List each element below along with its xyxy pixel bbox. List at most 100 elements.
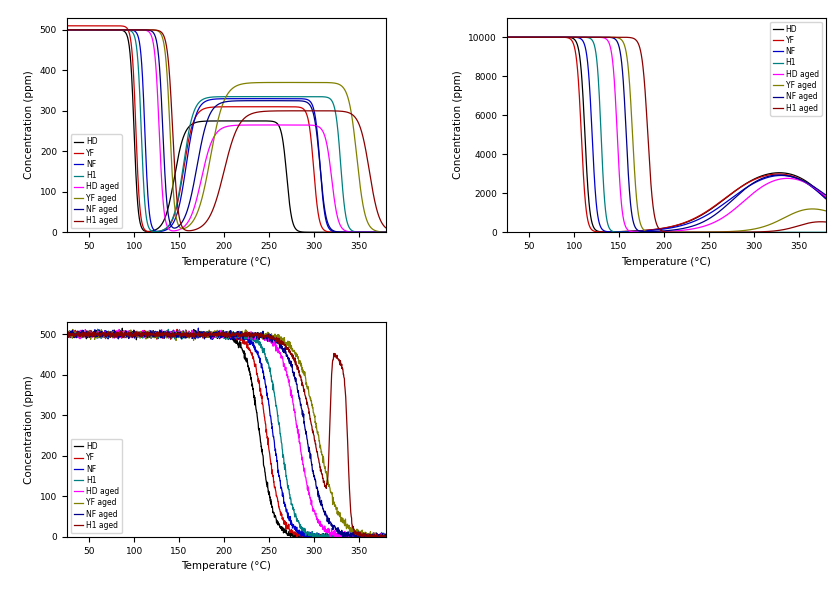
HD aged: [200, 159, 210, 166]
YF: [343, 537, 353, 545]
NF aged: [610, 35, 620, 42]
NF aged: [62, 27, 72, 34]
NF aged: [236, 97, 246, 104]
YF: [380, 533, 390, 540]
NF: [236, 334, 246, 341]
H1 aged: [374, 536, 384, 543]
HD aged: [676, 227, 686, 234]
NF: [200, 98, 210, 105]
H1: [609, 228, 619, 235]
HD: [115, 329, 125, 336]
NF: [607, 228, 617, 235]
YF aged: [585, 34, 595, 41]
H1: [380, 229, 390, 236]
HD aged: [104, 27, 114, 34]
H1: [200, 331, 210, 338]
H1: [236, 333, 246, 340]
NF: [115, 332, 125, 339]
HD: [236, 344, 246, 351]
HD aged: [62, 330, 72, 337]
YF aged: [641, 227, 651, 234]
H1: [544, 34, 554, 41]
HD aged: [634, 228, 644, 235]
NF aged: [236, 333, 246, 340]
YF: [670, 222, 680, 229]
NF: [62, 332, 72, 339]
NF: [562, 34, 572, 41]
NF: [610, 228, 620, 235]
NF aged: [169, 329, 179, 336]
Line: NF: NF: [507, 37, 826, 232]
YF aged: [62, 331, 72, 338]
YF aged: [62, 27, 72, 34]
H1 aged: [183, 227, 193, 234]
Y-axis label: Concentration (ppm): Concentration (ppm): [24, 71, 34, 179]
NF aged: [229, 330, 239, 337]
H1: [62, 27, 72, 34]
NF: [380, 534, 390, 541]
YF: [62, 331, 72, 338]
H1: [103, 27, 113, 34]
H1: [640, 229, 650, 236]
NF aged: [821, 191, 831, 198]
HD aged: [356, 538, 366, 545]
HD aged: [555, 34, 565, 41]
H1 aged: [148, 327, 158, 334]
H1 aged: [135, 27, 145, 34]
H1: [821, 229, 831, 236]
YF aged: [670, 229, 680, 236]
HD aged: [123, 27, 133, 34]
H1: [116, 331, 126, 338]
NF: [641, 227, 651, 234]
HD: [229, 333, 239, 340]
Legend: HD, YF, NF, H1, HD aged, YF aged, NF aged, H1 aged: HD, YF, NF, H1, HD aged, YF aged, NF age…: [71, 135, 122, 228]
X-axis label: Temperature (°C): Temperature (°C): [181, 257, 271, 267]
YF aged: [610, 34, 620, 41]
YF aged: [200, 181, 210, 188]
H1 aged: [169, 160, 179, 167]
YF: [236, 333, 246, 340]
HD: [169, 173, 179, 181]
NF: [821, 195, 831, 202]
HD: [62, 330, 72, 337]
X-axis label: Temperature (°C): Temperature (°C): [181, 561, 271, 571]
HD: [229, 117, 239, 124]
Line: NF: NF: [67, 30, 385, 232]
Line: H1 aged: H1 aged: [507, 37, 826, 232]
H1: [104, 330, 114, 337]
YF aged: [139, 27, 149, 34]
Legend: HD, YF, NF, H1, HD aged, YF aged, NF aged, H1 aged: HD, YF, NF, H1, HD aged, YF aged, NF age…: [71, 439, 122, 533]
YF aged: [658, 229, 668, 236]
H1 aged: [200, 330, 210, 337]
Line: NF aged: NF aged: [67, 30, 385, 232]
HD aged: [114, 326, 124, 333]
YF: [544, 34, 554, 41]
YF: [172, 326, 182, 333]
Line: YF: YF: [507, 37, 826, 232]
NF aged: [502, 34, 512, 41]
NF aged: [380, 536, 390, 543]
HD: [97, 27, 107, 34]
H1 aged: [237, 118, 247, 125]
H1 aged: [380, 224, 390, 231]
YF: [610, 228, 620, 235]
H1: [104, 27, 114, 34]
NF: [169, 217, 179, 224]
NF aged: [62, 333, 72, 340]
NF: [62, 27, 72, 34]
YF: [200, 105, 210, 112]
HD: [821, 194, 831, 201]
YF aged: [229, 330, 239, 337]
NF: [670, 224, 680, 231]
YF aged: [115, 27, 125, 34]
YF aged: [116, 331, 126, 338]
YF: [550, 34, 560, 41]
HD aged: [585, 34, 595, 41]
Y-axis label: Concentration (ppm): Concentration (ppm): [24, 375, 34, 484]
NF: [229, 95, 239, 102]
HD aged: [502, 34, 512, 41]
Line: NF: NF: [67, 328, 385, 542]
Line: HD: HD: [67, 30, 385, 232]
YF: [169, 332, 179, 339]
H1: [169, 209, 179, 217]
